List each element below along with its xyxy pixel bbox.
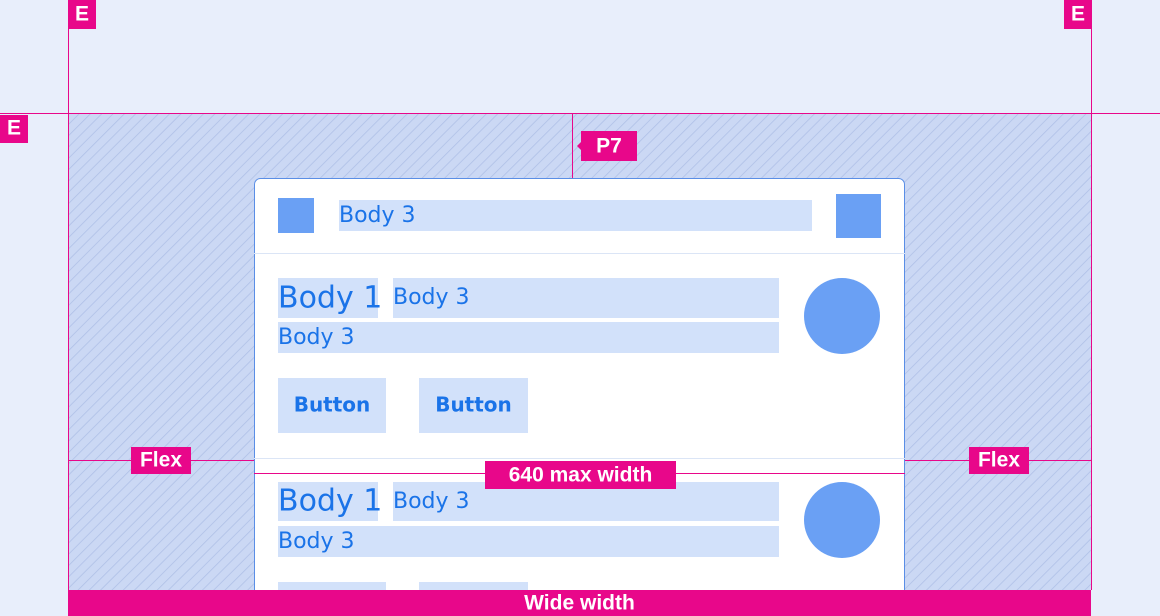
edge-label: E (1071, 3, 1085, 26)
text-bar (339, 200, 812, 231)
item-meta: Body 3 (393, 285, 470, 310)
badge (68, 0, 96, 29)
item-body: Body 3 (278, 325, 355, 350)
button-label: Button (294, 393, 371, 417)
avatar (804, 278, 880, 354)
text-bar (278, 526, 779, 557)
text-bar (393, 278, 779, 318)
button[interactable] (278, 378, 386, 433)
avatar (804, 482, 880, 558)
item-meta: Body 3 (393, 489, 470, 514)
badge (485, 461, 676, 489)
button-label: Button (435, 393, 512, 417)
text-bar (278, 322, 779, 353)
button[interactable] (419, 378, 528, 433)
badge (0, 115, 28, 143)
badge (1064, 0, 1092, 29)
wide-width-label: Wide width (524, 592, 635, 615)
badge (577, 131, 637, 161)
text-bar (278, 278, 378, 318)
flex-label: Flex (140, 449, 182, 472)
wide-width-bar (68, 590, 1091, 616)
icon (836, 194, 881, 238)
item-title: Body 1 (278, 281, 382, 316)
card: Body 3 Body 1 Body 3 Body 3 Button Butto… (254, 178, 905, 616)
edge-label: E (75, 3, 89, 26)
item-title: Body 1 (278, 484, 382, 519)
max-width-label: 640 max width (509, 464, 653, 487)
item-body: Body 3 (278, 529, 355, 554)
padding-label: P7 (596, 135, 622, 158)
flex-label: Flex (978, 449, 1020, 472)
header-text: Body 3 (339, 203, 416, 228)
button[interactable] (419, 582, 528, 616)
edge-label: E (7, 117, 21, 140)
button[interactable] (278, 582, 386, 616)
text-bar (278, 482, 378, 521)
icon (278, 198, 314, 233)
badge (969, 447, 1029, 474)
badge (131, 447, 191, 474)
